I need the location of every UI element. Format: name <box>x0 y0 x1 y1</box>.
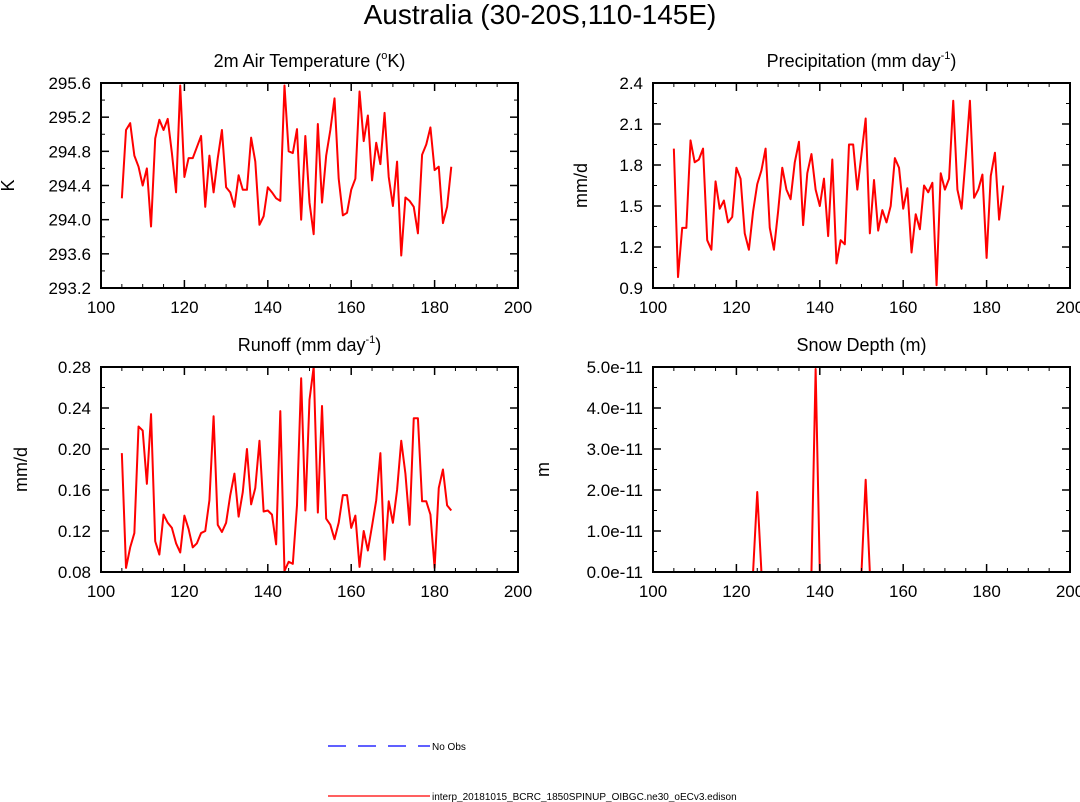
panel-precipitation: 100 120 140 160 180 200 0.9 1.2 1.5 1.8 2.1 2.4 Prec… <box>571 50 1080 317</box>
x-tick-label: 140 <box>254 298 282 317</box>
x-tick-label: 120 <box>722 298 750 317</box>
y-axis-label-precipitation: mm/d <box>571 163 591 208</box>
y-tick-label: 0.08 <box>58 563 91 582</box>
plot-frame-air-temperature <box>100 82 519 289</box>
x-tick-label: 140 <box>806 298 834 317</box>
x-tick-label: 120 <box>722 582 750 601</box>
x-tick-label: 140 <box>254 582 282 601</box>
legend-label-model: interp_20181015_BCRC_1850SPINUP_OIBGC.ne… <box>432 792 737 802</box>
panel-runoff: 100 120 140 160 180 200 0.08 0.12 0.16 0.20 0.24 0.… <box>11 334 532 601</box>
x-tick-label: 100 <box>639 582 667 601</box>
series-line-snow-depth-0 <box>673 368 1004 572</box>
x-tick-label: 180 <box>972 298 1000 317</box>
legend-label-no-obs: No Obs <box>432 742 466 753</box>
y-tick-label: 0.20 <box>58 440 91 459</box>
y-tick-label: 295.6 <box>48 74 91 93</box>
y-tick-label: 294.0 <box>48 211 91 230</box>
x-tick-label: 120 <box>170 298 198 317</box>
legend: No Obs interp_20181015_BCRC_1850SPINUP_O… <box>328 742 737 802</box>
y-tick-label: 0.0e-11 <box>587 563 643 582</box>
x-tick-label: 160 <box>889 582 917 601</box>
panel-title-precipitation: Precipitation (mm day-1) <box>767 50 957 71</box>
x-tick-label: 200 <box>1056 582 1080 601</box>
y-tick-label: 2.1 <box>619 115 643 134</box>
y-tick-label: 1.0e-11 <box>587 522 643 541</box>
y-tick-label: 0.24 <box>58 399 91 418</box>
panel-title-snow-depth: Snow Depth (m) <box>796 335 926 355</box>
series-line-precipitation-0 <box>672 99 1005 287</box>
x-tick-label: 100 <box>87 582 115 601</box>
x-tick-label: 140 <box>806 582 834 601</box>
x-tick-label: 200 <box>504 298 532 317</box>
x-tick-label: 200 <box>1056 298 1080 317</box>
series-line-runoff-0 <box>120 367 453 572</box>
x-tick-label: 120 <box>170 582 198 601</box>
x-tick-label: 160 <box>337 298 365 317</box>
y-tick-label: 2.0e-11 <box>587 481 643 500</box>
panel-snow-depth: 100 120 140 160 180 200 0.0e-11 1.0e-11 2.0e-11 3… <box>533 335 1080 601</box>
x-tick-label: 160 <box>337 582 365 601</box>
y-tick-label: 295.2 <box>48 108 91 127</box>
x-tick-label: 100 <box>87 298 115 317</box>
figure-title: Australia (30-20S,110-145E) <box>364 0 717 30</box>
y-tick-label: 0.16 <box>58 481 91 500</box>
y-tick-label: 0.28 <box>58 358 91 377</box>
x-tick-label: 160 <box>889 298 917 317</box>
panel-air-temperature: 100 120 140 160 180 200 293.2 293.6 294.0 294.4 29… <box>0 50 532 317</box>
x-tick-label: 180 <box>420 298 448 317</box>
y-tick-label: 0.12 <box>58 522 91 541</box>
panels: 100 120 140 160 180 200 293.2 293.6 294.0 294.4 29… <box>0 50 1080 601</box>
y-tick-label: 0.9 <box>619 279 643 298</box>
panel-title-runoff: Runoff (mm day-1) <box>238 334 382 355</box>
x-tick-label: 100 <box>639 298 667 317</box>
x-tick-label: 180 <box>420 582 448 601</box>
y-tick-label: 293.2 <box>48 279 91 298</box>
y-tick-label: 4.0e-11 <box>587 399 643 418</box>
y-axis-label-runoff: mm/d <box>11 447 31 492</box>
y-tick-label: 293.6 <box>48 245 91 264</box>
y-tick-label: 2.4 <box>619 74 643 93</box>
y-tick-label: 1.8 <box>619 156 643 175</box>
y-tick-label: 1.5 <box>619 197 643 216</box>
y-tick-label: 1.2 <box>619 238 643 257</box>
y-tick-label: 294.4 <box>48 177 91 196</box>
plot-frame-snow-depth <box>652 366 1071 573</box>
x-tick-label: 200 <box>504 582 532 601</box>
panel-title-air-temperature: 2m Air Temperature (oK) <box>214 50 406 71</box>
y-tick-label: 3.0e-11 <box>587 440 643 459</box>
y-axis-label-air-temperature: K <box>0 179 18 191</box>
x-tick-label: 180 <box>972 582 1000 601</box>
y-tick-label: 5.0e-11 <box>587 358 643 377</box>
y-axis-label-snow-depth: m <box>533 462 553 477</box>
y-tick-label: 294.8 <box>48 142 91 161</box>
series-line-air-temperature-0 <box>120 84 453 257</box>
